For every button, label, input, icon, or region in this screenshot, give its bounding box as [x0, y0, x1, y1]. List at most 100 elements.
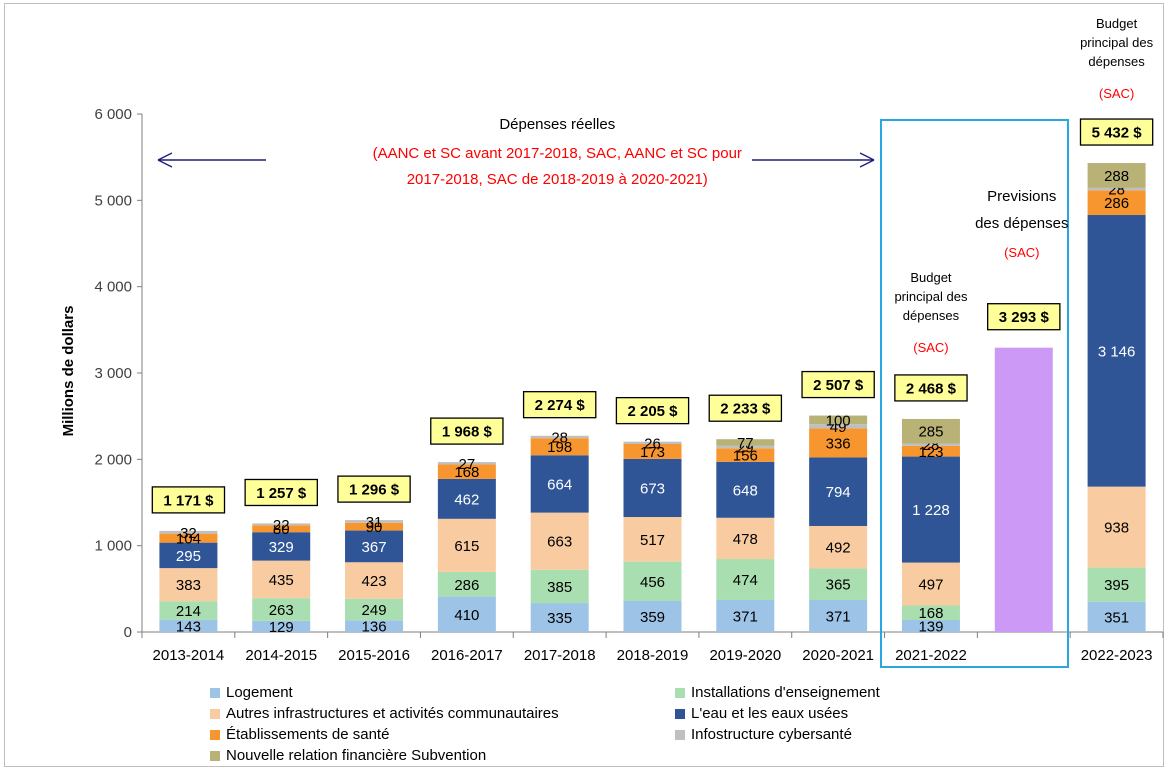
- bar-segment: [345, 522, 404, 531]
- bar-segment: [530, 455, 589, 513]
- bar-segment: [901, 605, 960, 620]
- data-label: 26: [644, 435, 661, 452]
- legend-item: Installations d'enseignement: [675, 684, 880, 701]
- bar-segment: [159, 568, 218, 602]
- total-box: [522, 391, 597, 419]
- bar-segment: [716, 559, 775, 600]
- forecast-sac: (SAC): [1004, 245, 1039, 260]
- data-label: 329: [269, 539, 294, 556]
- legend-item: Nouvelle relation financière Subvention: [210, 747, 486, 764]
- legend-swatch: [675, 729, 685, 740]
- total-label: 1 968 $: [442, 424, 493, 441]
- data-label: 249: [362, 602, 387, 619]
- data-label: 395: [1104, 577, 1129, 594]
- data-label: 104: [176, 531, 201, 548]
- actual-spending-note: 2017-2018, SAC de 2018-2019 à 2020-2021): [407, 171, 708, 188]
- bar-segment: [1087, 163, 1146, 188]
- total-label: 1 257 $: [256, 485, 307, 502]
- bar-segment: [530, 435, 589, 439]
- bar-segment: [530, 438, 589, 456]
- bar-segment: [252, 560, 311, 599]
- budget-2022-note: dépenses: [1088, 54, 1145, 69]
- legend-label: Autres infrastructures et activités comm…: [226, 705, 559, 722]
- forecast-note: des dépenses: [975, 215, 1068, 232]
- data-label: 359: [640, 609, 665, 626]
- data-label: 517: [640, 532, 665, 549]
- data-label: 938: [1104, 520, 1129, 537]
- bar-segment: [716, 439, 775, 446]
- budget-2021-note: principal des: [894, 289, 967, 304]
- bar-segment: [809, 525, 868, 569]
- bar-segment: [345, 520, 404, 523]
- bar-segment: [159, 619, 218, 632]
- bar-segment: [437, 462, 496, 465]
- data-label: 156: [733, 448, 758, 465]
- bar-segment: [345, 598, 404, 621]
- data-label: 31: [366, 514, 383, 531]
- data-label: 410: [454, 607, 479, 624]
- total-box: [615, 396, 690, 425]
- data-label: 365: [826, 577, 851, 594]
- bar-segment: [901, 619, 960, 632]
- bar-segment: [809, 415, 868, 425]
- y-tick-label: 0: [124, 624, 132, 641]
- forecast-highlight-box: [880, 119, 1069, 668]
- data-label: 474: [733, 572, 758, 589]
- x-tick-label: 2014-2015: [245, 647, 317, 664]
- data-label: 615: [454, 538, 479, 555]
- total-label: 3 293 $: [999, 309, 1050, 326]
- chart-frame: [4, 3, 1164, 767]
- total-label: 5 432 $: [1092, 125, 1143, 142]
- budget-2022-sac: (SAC): [1099, 86, 1134, 101]
- bar-segment: [252, 620, 311, 632]
- x-tick-label: 2016-2017: [431, 647, 503, 664]
- total-label: 2 274 $: [535, 397, 586, 414]
- data-label: 1 228: [912, 502, 950, 519]
- legend-swatch: [210, 729, 220, 740]
- data-label: 129: [269, 619, 294, 636]
- total-box: [708, 394, 783, 422]
- arrow-left-head: [157, 152, 173, 168]
- total-box: [894, 374, 968, 402]
- legend-item: Infostructure cybersanté: [675, 726, 852, 743]
- bar-segment: [623, 443, 682, 459]
- bar-segment: [809, 424, 868, 429]
- annotations: Millions de dollars Dépenses réelles (AAN…: [60, 16, 1154, 668]
- actual-spending-note: (AANC et SC avant 2017-2018, SAC, AANC e…: [373, 145, 742, 162]
- total-label: 1 171 $: [163, 492, 214, 509]
- x-tick-label: 2017-2018: [524, 647, 596, 664]
- forecast-note: Previsions: [987, 188, 1056, 205]
- data-label: 285: [918, 424, 943, 441]
- total-box: [337, 475, 411, 503]
- bar-segment: [994, 347, 1053, 632]
- data-label: 28: [551, 429, 568, 446]
- budget-2022-note: Budget: [1096, 16, 1138, 31]
- bar-segment: [901, 562, 960, 606]
- data-label: 351: [1104, 609, 1129, 626]
- bar-segment: [159, 533, 218, 543]
- bar-segment: [1087, 601, 1146, 632]
- bar-segment: [623, 601, 682, 632]
- bar-segment: [252, 523, 311, 526]
- total-label: 2 205 $: [627, 403, 678, 420]
- data-label: 367: [362, 539, 387, 556]
- bar-segment: [716, 461, 775, 518]
- legend-item: Autres infrastructures et activités comm…: [210, 705, 559, 722]
- data-label: 136: [362, 619, 387, 636]
- data-label: 286: [454, 577, 479, 594]
- data-label: 168: [918, 605, 943, 622]
- data-label: 648: [733, 482, 758, 499]
- data-label: 794: [826, 484, 851, 501]
- x-tick-label: 2022-2023: [1081, 647, 1153, 664]
- actual-spending-title: Dépenses réelles: [499, 116, 615, 133]
- data-label: 286: [1104, 195, 1129, 212]
- bar-segment: [623, 441, 682, 444]
- bar-segment: [530, 569, 589, 604]
- data-label: 100: [826, 412, 851, 429]
- bar-segment: [345, 530, 404, 563]
- data-label: 123: [918, 444, 943, 461]
- arrow-right-head: [859, 152, 875, 168]
- x-tick-label: 2013-2014: [153, 647, 225, 664]
- legend-label: Logement: [226, 684, 293, 701]
- data-label: 383: [176, 577, 201, 594]
